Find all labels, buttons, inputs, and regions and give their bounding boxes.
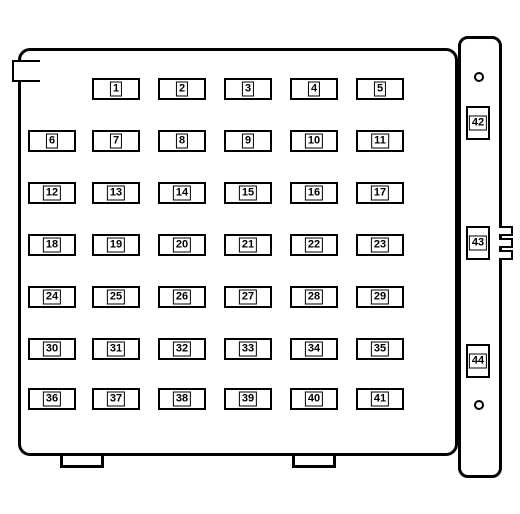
relay-number: 43 — [469, 236, 487, 251]
fuse-slot: 26 — [158, 286, 206, 308]
relay-slot: 43 — [466, 226, 490, 260]
fuse-number: 33 — [239, 342, 257, 357]
fuse-number: 1 — [110, 82, 122, 97]
fuse-slot: 16 — [290, 182, 338, 204]
fuse-number: 18 — [43, 238, 61, 253]
fuse-slot: 14 — [158, 182, 206, 204]
fuse-slot: 38 — [158, 388, 206, 410]
fuse-number: 40 — [305, 392, 323, 407]
fuse-slot: 31 — [92, 338, 140, 360]
fuse-number: 22 — [305, 238, 323, 253]
fuse-number: 15 — [239, 186, 257, 201]
fuse-number: 32 — [173, 342, 191, 357]
fuse-number: 34 — [305, 342, 323, 357]
fuse-number: 20 — [173, 238, 191, 253]
fuse-number: 41 — [371, 392, 389, 407]
fuse-slot: 19 — [92, 234, 140, 256]
fuse-slot: 23 — [356, 234, 404, 256]
fuse-slot: 34 — [290, 338, 338, 360]
fuse-number: 14 — [173, 186, 191, 201]
fuse-slot: 5 — [356, 78, 404, 100]
fuse-slot: 20 — [158, 234, 206, 256]
fuse-number: 24 — [43, 290, 61, 305]
fuse-slot: 1 — [92, 78, 140, 100]
fuse-slot: 30 — [28, 338, 76, 360]
fuse-number: 12 — [43, 186, 61, 201]
fuse-number: 38 — [173, 392, 191, 407]
fuse-number: 21 — [239, 238, 257, 253]
fuse-slot: 41 — [356, 388, 404, 410]
fuse-slot: 39 — [224, 388, 272, 410]
connector-bumps — [499, 226, 513, 262]
panel-notch — [12, 60, 40, 82]
fuse-number: 26 — [173, 290, 191, 305]
fuse-number: 36 — [43, 392, 61, 407]
fuse-number: 17 — [371, 186, 389, 201]
fuse-slot: 18 — [28, 234, 76, 256]
connector-bump — [499, 226, 513, 236]
fuse-slot: 8 — [158, 130, 206, 152]
fuse-slot: 25 — [92, 286, 140, 308]
fuse-slot: 27 — [224, 286, 272, 308]
fuse-slot: 21 — [224, 234, 272, 256]
fuse-slot: 2 — [158, 78, 206, 100]
fuse-number: 35 — [371, 342, 389, 357]
fuse-number: 16 — [305, 186, 323, 201]
fuse-slot: 40 — [290, 388, 338, 410]
fuse-number: 39 — [239, 392, 257, 407]
connector-bump — [499, 238, 513, 248]
fuse-slot: 35 — [356, 338, 404, 360]
fuse-number: 19 — [107, 238, 125, 253]
fuse-slot: 33 — [224, 338, 272, 360]
fuse-number: 23 — [371, 238, 389, 253]
fuse-slot: 36 — [28, 388, 76, 410]
fuse-slot: 29 — [356, 286, 404, 308]
fuse-number: 7 — [110, 134, 122, 149]
fuse-slot: 6 — [28, 130, 76, 152]
connector-bump — [499, 250, 513, 260]
fuse-number: 6 — [46, 134, 58, 149]
fuse-slot: 9 — [224, 130, 272, 152]
fuse-slot: 17 — [356, 182, 404, 204]
mounting-hole-icon — [474, 72, 484, 82]
fuse-number: 10 — [305, 134, 323, 149]
relay-number: 44 — [469, 354, 487, 369]
fuse-number: 30 — [43, 342, 61, 357]
fuse-number: 11 — [371, 134, 389, 149]
fuse-slot: 24 — [28, 286, 76, 308]
relay-slot: 44 — [466, 344, 490, 378]
fuse-slot: 3 — [224, 78, 272, 100]
panel-tab — [60, 456, 104, 468]
fuse-number: 2 — [176, 82, 188, 97]
fuse-number: 28 — [305, 290, 323, 305]
fuse-slot: 4 — [290, 78, 338, 100]
fuse-number: 8 — [176, 134, 188, 149]
fuse-number: 5 — [374, 82, 386, 97]
fuse-slot: 10 — [290, 130, 338, 152]
fuse-slot: 32 — [158, 338, 206, 360]
fuse-number: 3 — [242, 82, 254, 97]
relay-slot: 42 — [466, 106, 490, 140]
relay-number: 42 — [469, 116, 487, 131]
fuse-number: 37 — [107, 392, 125, 407]
fuse-number: 9 — [242, 134, 254, 149]
fuse-slot: 28 — [290, 286, 338, 308]
fuse-slot: 15 — [224, 182, 272, 204]
mounting-hole-icon — [474, 400, 484, 410]
fuse-slot: 37 — [92, 388, 140, 410]
fuse-number: 29 — [371, 290, 389, 305]
fuse-number: 4 — [308, 82, 320, 97]
fuse-slot: 11 — [356, 130, 404, 152]
fuse-slot: 13 — [92, 182, 140, 204]
fuse-slot: 12 — [28, 182, 76, 204]
fuse-number: 25 — [107, 290, 125, 305]
panel-tab — [292, 456, 336, 468]
fuse-number: 27 — [239, 290, 257, 305]
fuse-number: 31 — [107, 342, 125, 357]
fuse-slot: 22 — [290, 234, 338, 256]
fuse-number: 13 — [107, 186, 125, 201]
fuse-slot: 7 — [92, 130, 140, 152]
